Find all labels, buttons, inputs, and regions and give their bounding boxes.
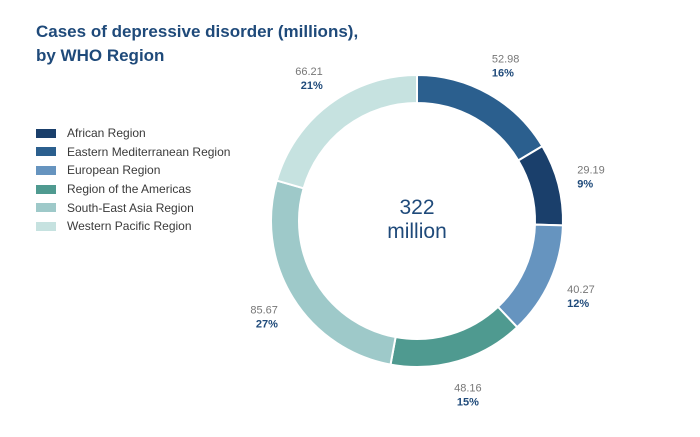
slice-percent-label: 12% <box>567 298 589 310</box>
center-total-value: 322 <box>399 196 434 219</box>
donut-slice <box>275 73 418 190</box>
legend-swatch <box>36 184 56 194</box>
slice-percent-label: 27% <box>256 319 278 331</box>
slice-percent-label: 9% <box>577 179 593 191</box>
donut-slice <box>416 73 544 162</box>
slice-value-label: 85.67 <box>250 305 278 317</box>
chart-title-line-2: by WHO Region <box>36 46 165 65</box>
chart-title-line-1: Cases of depressive disorder (millions), <box>36 22 359 41</box>
legend-item: European Region <box>36 161 230 180</box>
slice-percent-label: 21% <box>301 80 323 92</box>
donut-slice <box>516 144 564 227</box>
legend-swatch <box>36 147 56 157</box>
donut-slices <box>270 73 564 368</box>
legend-label: Region of the Americas <box>67 182 192 197</box>
slice-percent-label: 16% <box>492 67 514 79</box>
slice-value-label: 29.19 <box>577 165 605 177</box>
slice-value-label: 52.98 <box>492 53 520 65</box>
slice-value-label: 48.16 <box>454 383 482 395</box>
legend-item: South-East Asia Region <box>36 198 230 217</box>
chart-legend: African Region Eastern Mediterranean Regi… <box>36 124 230 236</box>
legend-item: Western Pacific Region <box>36 217 230 236</box>
donut-slice <box>389 305 519 368</box>
legend-label: Eastern Mediterranean Region <box>67 144 231 159</box>
chart-title: Cases of depressive disorder (millions),… <box>36 20 396 68</box>
legend-swatch <box>36 221 56 231</box>
legend-swatch <box>36 165 56 175</box>
slice-value-label: 66.21 <box>295 66 323 78</box>
legend-swatch <box>36 128 56 138</box>
legend-label: African Region <box>67 126 146 141</box>
legend-label: South-East Asia Region <box>67 200 194 215</box>
legend-item: Eastern Mediterranean Region <box>36 143 230 162</box>
legend-label: European Region <box>67 163 161 178</box>
legend-swatch <box>36 203 56 213</box>
slice-value-label: 40.27 <box>567 284 595 296</box>
center-total-unit: million <box>387 220 447 243</box>
legend-label: Western Pacific Region <box>67 219 192 234</box>
donut-slice <box>496 223 564 329</box>
slice-percent-label: 15% <box>457 397 479 409</box>
donut-slice <box>270 179 397 366</box>
legend-item: Region of the Americas <box>36 180 230 199</box>
legend-item: African Region <box>36 124 230 143</box>
slice-labels: 52.98 16% 29.19 9% 40.27 12% 48.16 15% 85.67 27% 6… <box>250 53 604 408</box>
